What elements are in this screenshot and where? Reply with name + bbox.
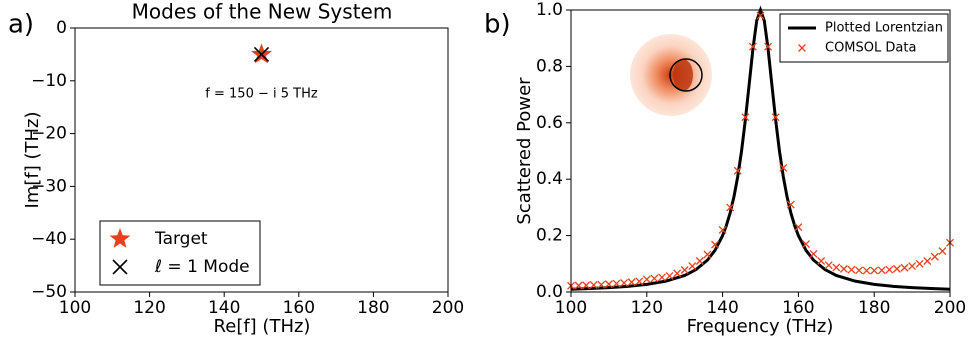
- y-tick-label: −50: [31, 282, 67, 302]
- x-marker: [253, 46, 270, 62]
- y-tick-label: 0.2: [536, 226, 563, 246]
- legend-swatch: [109, 228, 131, 248]
- inset-field-plot: [630, 34, 712, 116]
- x-tick-label: 120: [631, 298, 663, 318]
- x-tick-label: 160: [283, 298, 315, 318]
- x-marker: [779, 163, 788, 172]
- x-marker: [680, 266, 689, 274]
- x-marker: [726, 203, 735, 212]
- legend-swatch: [112, 259, 128, 275]
- y-axis-label: Scattered Power: [514, 77, 535, 225]
- x-marker: [862, 266, 871, 275]
- x-marker: [855, 266, 863, 275]
- x-marker: [642, 275, 651, 284]
- plot-frame: [570, 9, 951, 293]
- x-marker: [748, 42, 757, 51]
- x-marker: [839, 264, 848, 273]
- x-marker: [582, 281, 591, 290]
- x-tick-label: 200: [934, 298, 966, 318]
- x-marker: [885, 265, 894, 274]
- x-marker: [718, 226, 727, 234]
- x-tick-label: 180: [357, 298, 389, 318]
- x-marker: [892, 264, 901, 273]
- x-axis-label: Frequency (THz): [687, 316, 834, 337]
- x-tick-label: 100: [59, 298, 91, 318]
- x-tick-label: 160: [782, 298, 814, 318]
- x-tick-label: 200: [432, 298, 464, 318]
- y-tick-label: −30: [31, 176, 67, 196]
- legend-label: Target: [154, 229, 208, 249]
- legend-label: Plotted Lorentzian: [825, 21, 943, 36]
- x-marker: [764, 42, 773, 51]
- panel-label: b): [484, 10, 511, 40]
- x-marker: [650, 274, 659, 283]
- x-marker: [635, 277, 644, 286]
- legend-label: ℓ = 1 Mode: [154, 257, 250, 277]
- x-tick-label: 180: [858, 298, 890, 318]
- x-marker: [612, 279, 621, 288]
- x-marker: [703, 250, 712, 259]
- x-marker: [597, 280, 606, 289]
- x-marker: [627, 278, 636, 287]
- legend-swatch: [798, 44, 806, 52]
- x-marker: [824, 261, 833, 270]
- y-tick-label: 0.4: [536, 169, 563, 189]
- x-tick-label: 120: [133, 298, 165, 318]
- plot-frame: [74, 27, 449, 293]
- annotation: f = 150 − i 5 THz: [205, 86, 318, 101]
- x-marker: [589, 280, 598, 289]
- x-marker: [923, 257, 932, 265]
- legend-label: COMSOL Data: [825, 41, 916, 56]
- x-marker: [695, 257, 704, 265]
- x-marker: [741, 113, 750, 122]
- x-tick-label: 140: [208, 298, 240, 318]
- legend-box: [779, 13, 949, 63]
- x-marker: [915, 259, 924, 268]
- x-marker: [733, 166, 742, 175]
- x-marker: [938, 247, 947, 256]
- x-marker: [877, 266, 886, 275]
- x-marker: [756, 11, 765, 20]
- x-marker: [665, 271, 674, 280]
- y-tick-label: 0.8: [536, 56, 563, 76]
- x-marker: [832, 263, 841, 272]
- y-axis-label: Im[f] (THz): [22, 112, 43, 209]
- x-marker: [574, 281, 583, 290]
- y-tick-label: 0.0: [536, 282, 563, 302]
- y-tick-label: −40: [31, 229, 67, 249]
- x-marker: [817, 257, 826, 265]
- x-marker: [809, 249, 818, 258]
- x-marker: [711, 240, 719, 249]
- x-marker: [771, 113, 780, 122]
- x-marker: [900, 263, 909, 272]
- x-marker: [847, 265, 856, 274]
- x-marker: [908, 262, 917, 271]
- x-marker: [658, 273, 666, 282]
- x-tick-label: 100: [555, 298, 587, 318]
- x-marker: [802, 240, 810, 249]
- x-marker: [794, 223, 803, 232]
- x-axis-label: Re[f] (THz): [214, 316, 311, 337]
- x-marker: [786, 200, 795, 209]
- y-tick-label: −20: [31, 124, 67, 144]
- panel-label: a): [8, 10, 34, 40]
- x-marker: [620, 279, 629, 287]
- y-tick-label: 0: [56, 18, 67, 38]
- x-marker: [673, 269, 682, 278]
- x-tick-label: 140: [706, 298, 738, 318]
- y-tick-label: −10: [31, 71, 67, 91]
- y-tick-label: 0.6: [536, 113, 563, 133]
- x-marker: [604, 280, 613, 289]
- chart-title: Modes of the New System: [132, 0, 393, 24]
- x-marker: [930, 252, 939, 261]
- legend-box: [99, 220, 261, 286]
- x-marker: [688, 262, 697, 271]
- y-tick-label: 1.0: [536, 0, 563, 20]
- x-marker: [870, 266, 879, 275]
